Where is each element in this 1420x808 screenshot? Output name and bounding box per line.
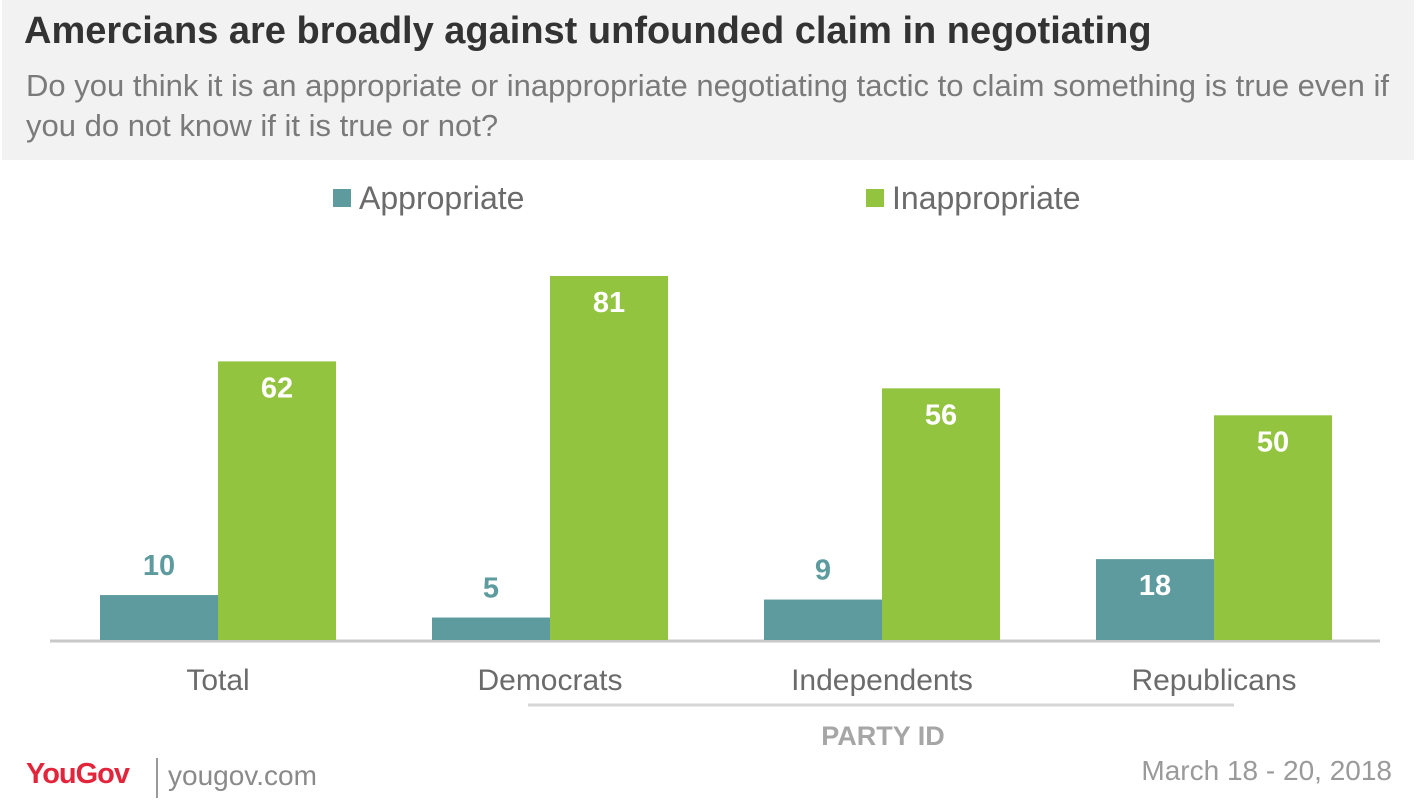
- data-label-appropriate-independents: 9: [815, 555, 831, 587]
- survey-date: March 18 - 20, 2018: [1141, 755, 1392, 786]
- yougov-logo: YouGov: [26, 758, 130, 790]
- party-id-label: PARTY ID: [821, 721, 945, 751]
- bar-inappropriate-total: [218, 361, 336, 640]
- bar-appropriate-total: [100, 595, 218, 640]
- bar-inappropriate-republicans: [1214, 415, 1332, 640]
- x-tick-label-independents: Independents: [791, 664, 973, 697]
- legend-label-appropriate: Appropriate: [359, 179, 525, 216]
- legend-item-inappropriate: Inappropriate: [866, 178, 1081, 218]
- data-label-inappropriate-independents: 56: [925, 399, 957, 431]
- legend-label-inappropriate: Inappropriate: [892, 179, 1081, 216]
- data-label-inappropriate-republicans: 50: [1257, 426, 1289, 458]
- x-tick-label-democrats: Democrats: [477, 664, 622, 697]
- x-tick-label-republicans: Republicans: [1131, 664, 1296, 697]
- chart-title: Amercians are broadly against unfounded …: [24, 10, 1152, 52]
- chart-subtitle: Do you think it is an appropriate or ina…: [26, 68, 1390, 143]
- bar-appropriate-republicans: [1096, 559, 1214, 640]
- legend-swatch-appropriate: [333, 189, 351, 207]
- x-tick-label-total: Total: [186, 664, 249, 697]
- legend-item-appropriate: Appropriate: [333, 178, 524, 218]
- legend-swatch-inappropriate: [866, 189, 884, 207]
- bar-inappropriate-independents: [882, 388, 1000, 640]
- bar-inappropriate-democrats: [550, 276, 668, 640]
- chart-header: Amercians are broadly against unfounded …: [2, 0, 1414, 160]
- bar-appropriate-independents: [764, 599, 882, 640]
- data-label-appropriate-total: 10: [143, 550, 175, 582]
- data-label-inappropriate-total: 62: [261, 372, 293, 404]
- footer-url: yougov.com: [168, 760, 317, 791]
- data-label-inappropriate-democrats: 81: [593, 287, 625, 319]
- footer-separator: [156, 758, 158, 798]
- bar-appropriate-democrats: [432, 617, 550, 640]
- data-label-appropriate-republicans: 18: [1139, 570, 1171, 602]
- data-label-appropriate-democrats: 5: [483, 573, 499, 605]
